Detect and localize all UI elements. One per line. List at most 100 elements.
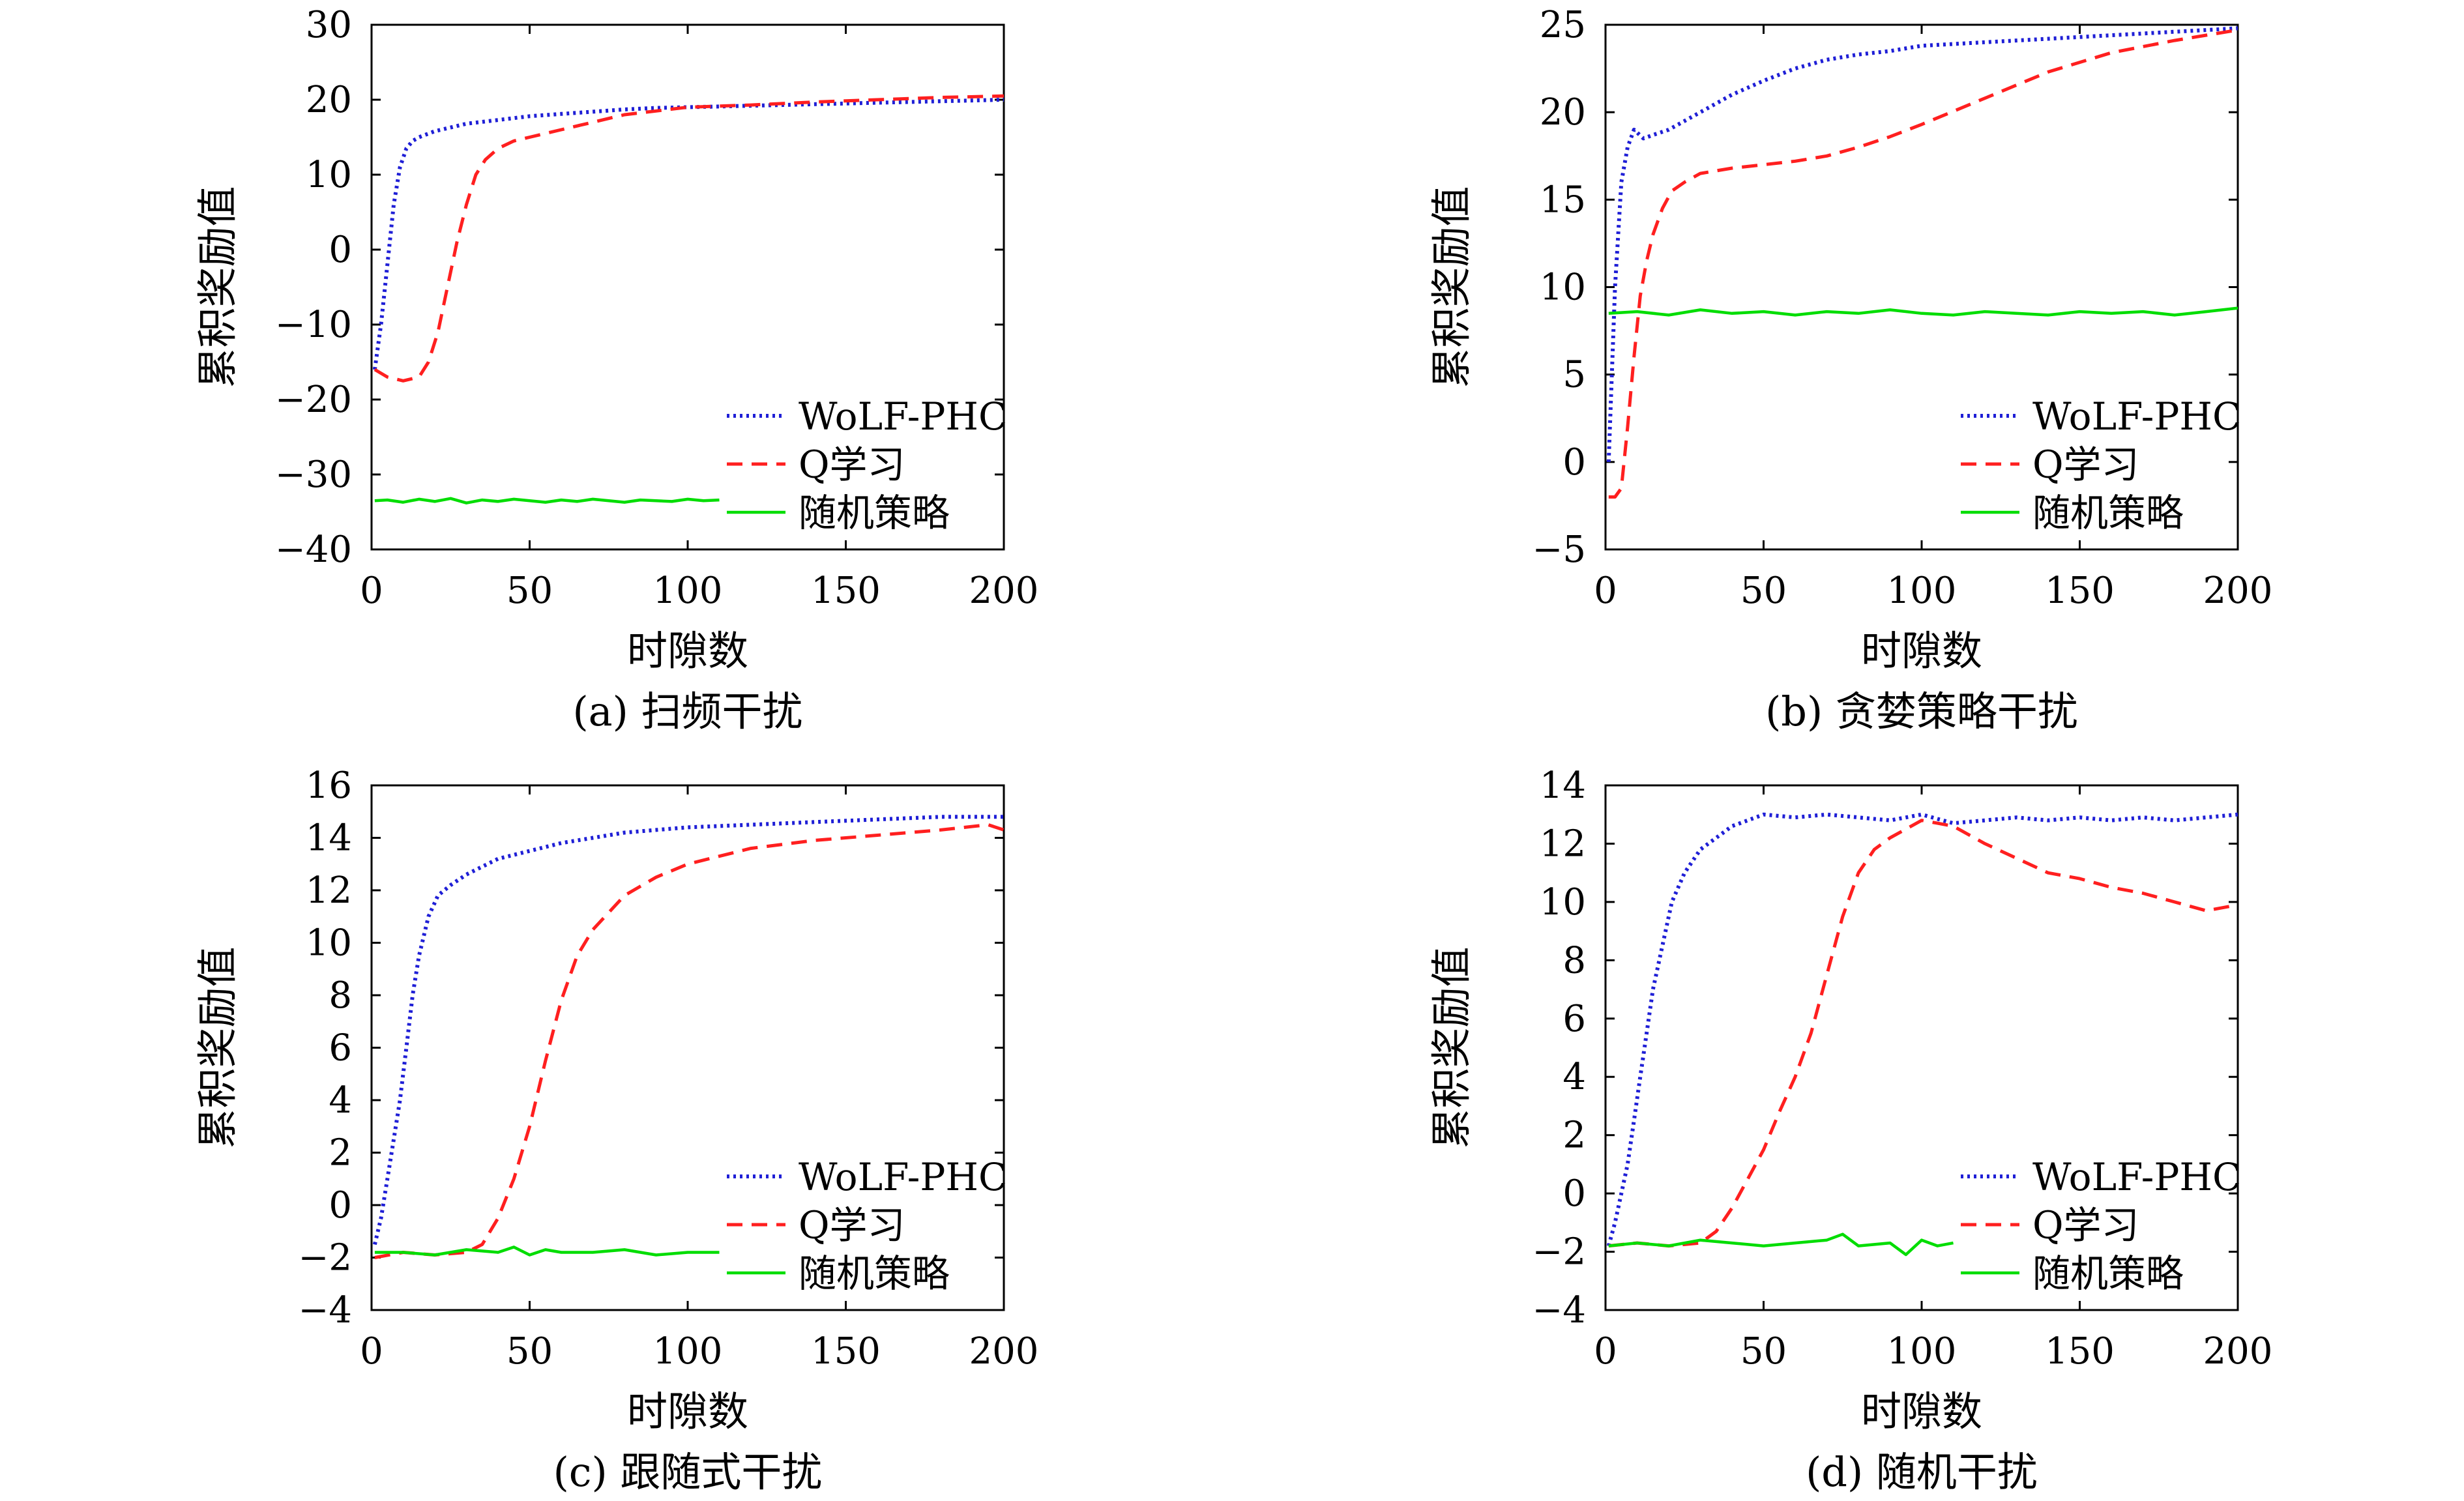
legend-label-1: WoLF-PHC: [2032, 394, 2241, 439]
y-tick-label: 30: [306, 4, 352, 46]
series-line-2: [1608, 28, 2238, 499]
y-tick-label: −4: [1532, 1289, 1586, 1332]
y-tick-label: 14: [306, 817, 352, 860]
plot-frame: [370, 23, 1005, 551]
series-line-1: [1606, 812, 2238, 1247]
x-tick-label: 150: [2045, 570, 2115, 612]
y-tick-label: −2: [298, 1237, 352, 1279]
x-tick-label: 100: [1887, 570, 1957, 612]
legend-label-1: WoLF-PHC: [799, 394, 1007, 439]
x-tick-label: 150: [811, 570, 881, 612]
y-tick-label: 6: [1562, 998, 1586, 1040]
x-tick-label: 200: [2203, 1330, 2273, 1373]
y-tick-label: 6: [329, 1027, 352, 1070]
y-tick-label: −2: [1532, 1231, 1586, 1274]
y-tick-label: 20: [1540, 91, 1586, 134]
series-line-2: [374, 823, 1005, 1259]
x-tick-label: 0: [360, 1330, 383, 1373]
y-axis-title: 累积奖励值: [194, 946, 241, 1148]
y-tick-label: 4: [329, 1079, 352, 1122]
x-tick-label: 50: [1740, 570, 1787, 612]
x-tick-label: 50: [506, 570, 553, 612]
x-axis-title: 时隙数: [627, 1388, 748, 1435]
y-tick-label: 14: [1540, 765, 1586, 807]
x-tick-label: 150: [2045, 1330, 2115, 1373]
x-tick-label: 150: [811, 1330, 881, 1373]
y-axis-title: 累积奖励值: [1428, 946, 1475, 1148]
x-axis-title: 时隙数: [1861, 1388, 1982, 1435]
y-tick-label: 0: [329, 1184, 352, 1227]
y-tick-label: −5: [1532, 529, 1586, 571]
x-tick-label: 0: [1594, 1330, 1617, 1373]
y-tick-label: 10: [1540, 881, 1586, 924]
series-line-3: [1608, 1232, 1954, 1257]
y-tick-label: 0: [1562, 441, 1586, 484]
y-tick-label: −40: [275, 529, 352, 571]
x-tick-label: 100: [653, 1330, 723, 1373]
y-tick-label: 10: [306, 154, 352, 196]
x-tick-label: 50: [1740, 1330, 1787, 1373]
chart-caption: (b) 贪婪策略干扰: [1765, 688, 2078, 735]
series-line-3: [374, 497, 720, 504]
y-tick-label: 5: [1562, 354, 1586, 396]
x-axis-title: 时隙数: [627, 627, 748, 675]
y-axis-title: 累积奖励值: [194, 186, 241, 388]
chart-caption: (c) 跟随式干扰: [553, 1448, 823, 1496]
y-tick-label: −20: [275, 379, 352, 421]
series-line-1: [1606, 26, 2238, 462]
x-tick-label: 200: [969, 1330, 1039, 1373]
series-line-1: [372, 815, 1004, 1246]
x-tick-label: 50: [506, 1330, 553, 1373]
series-line-3: [1608, 306, 2238, 317]
y-tick-label: 2: [329, 1132, 352, 1174]
y-tick-label: 12: [1540, 823, 1586, 865]
x-tick-label: 100: [653, 570, 723, 612]
y-tick-label: 2: [1562, 1115, 1586, 1157]
y-tick-label: 10: [1540, 267, 1586, 309]
chart-caption: (a) 扫频干扰: [572, 688, 802, 735]
series-line-2: [374, 94, 1005, 383]
y-axis-title: 累积奖励值: [1428, 186, 1475, 388]
y-tick-label: 10: [306, 922, 352, 965]
y-tick-label: 8: [1562, 939, 1586, 982]
x-tick-label: 0: [1594, 570, 1617, 612]
legend-label-2: Q学习: [799, 443, 905, 487]
chart-panel-4: 0 50 100 150 200 −4 −2 0 2 4 6 8 10 12 14 时隙数 累积奖励值 (d) 随…: [1428, 765, 2272, 1496]
y-tick-label: 0: [1562, 1173, 1586, 1215]
plot-frame: [370, 784, 1005, 1311]
x-tick-label: 200: [969, 570, 1039, 612]
chart-panel-1: 0 50 100 150 200 −40 −30 −20 −10 0 10 20 30 时隙数 累积奖励值 (…: [194, 4, 1038, 735]
series-line-2: [1608, 819, 2238, 1248]
chart-caption: (d) 随机干扰: [1806, 1448, 2038, 1496]
y-tick-label: −4: [298, 1289, 352, 1332]
legend-label-2: Q学习: [2032, 443, 2139, 487]
y-tick-label: 25: [1540, 4, 1586, 46]
legend-label-1: WoLF-PHC: [799, 1155, 1007, 1199]
legend-label-3: 随机策略: [2032, 1251, 2184, 1296]
y-tick-label: 15: [1540, 179, 1586, 221]
y-tick-label: 8: [329, 974, 352, 1017]
x-tick-label: 100: [1887, 1330, 1957, 1373]
y-tick-label: −30: [275, 454, 352, 496]
plot-frame: [1604, 784, 2239, 1311]
legend-label-3: 随机策略: [2032, 491, 2184, 535]
legend-label-2: Q学习: [799, 1203, 905, 1247]
y-tick-label: 4: [1562, 1056, 1586, 1098]
x-tick-label: 200: [2203, 570, 2273, 612]
y-tick-label: 12: [306, 869, 352, 912]
x-tick-label: 0: [360, 570, 383, 612]
chart-panel-3: 0 50 100 150 200 −4 −2 0 2 4 6 8 10 12 14 16 时隙数 累积奖励值 (c)…: [194, 765, 1038, 1496]
legend-label-2: Q学习: [2032, 1203, 2139, 1247]
y-tick-label: 0: [329, 229, 352, 271]
legend-label-1: WoLF-PHC: [2032, 1155, 2241, 1199]
series-line-3: [374, 1246, 720, 1257]
x-axis-title: 时隙数: [1861, 627, 1982, 675]
y-tick-label: 16: [306, 765, 352, 807]
y-tick-label: −10: [275, 304, 352, 346]
series-line-1: [372, 98, 1005, 370]
y-tick-label: 20: [306, 79, 352, 121]
legend-label-3: 随机策略: [799, 1251, 950, 1296]
plot-frame: [1604, 23, 2239, 551]
